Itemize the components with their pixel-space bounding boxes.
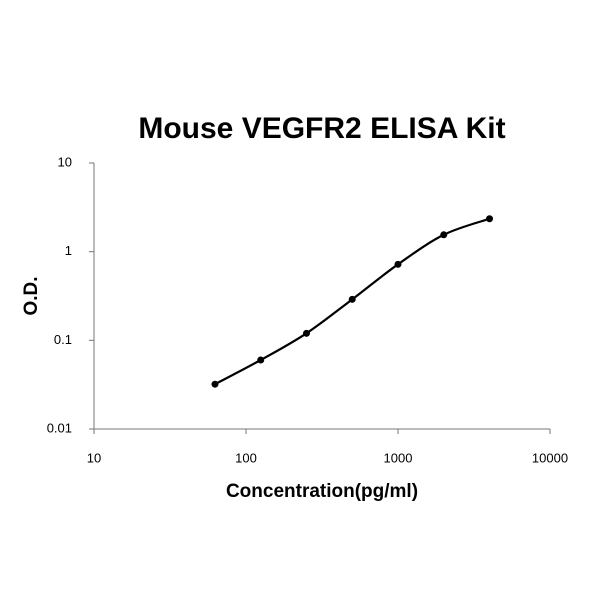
y-tick-label: 10	[58, 154, 72, 169]
y-tick-label: 0.1	[54, 332, 72, 347]
data-point	[211, 380, 219, 388]
y-tick-label: 0.01	[47, 420, 72, 435]
data-point	[257, 356, 265, 364]
x-tick-label: 100	[235, 450, 257, 465]
data-point	[486, 215, 494, 223]
x-tick-label: 10000	[532, 450, 568, 465]
y-axis-label: O.D.	[21, 276, 42, 315]
x-tick-label: 10	[87, 450, 101, 465]
y-tick-label: 1	[65, 243, 72, 258]
data-point	[394, 260, 402, 268]
chart-title: Mouse VEGFR2 ELISA Kit	[138, 112, 505, 145]
data-point	[348, 295, 356, 303]
x-axis-label: Concentration(pg/ml)	[226, 481, 418, 502]
x-tick-label: 1000	[384, 450, 413, 465]
data-point	[440, 231, 448, 239]
data-point	[302, 329, 310, 337]
